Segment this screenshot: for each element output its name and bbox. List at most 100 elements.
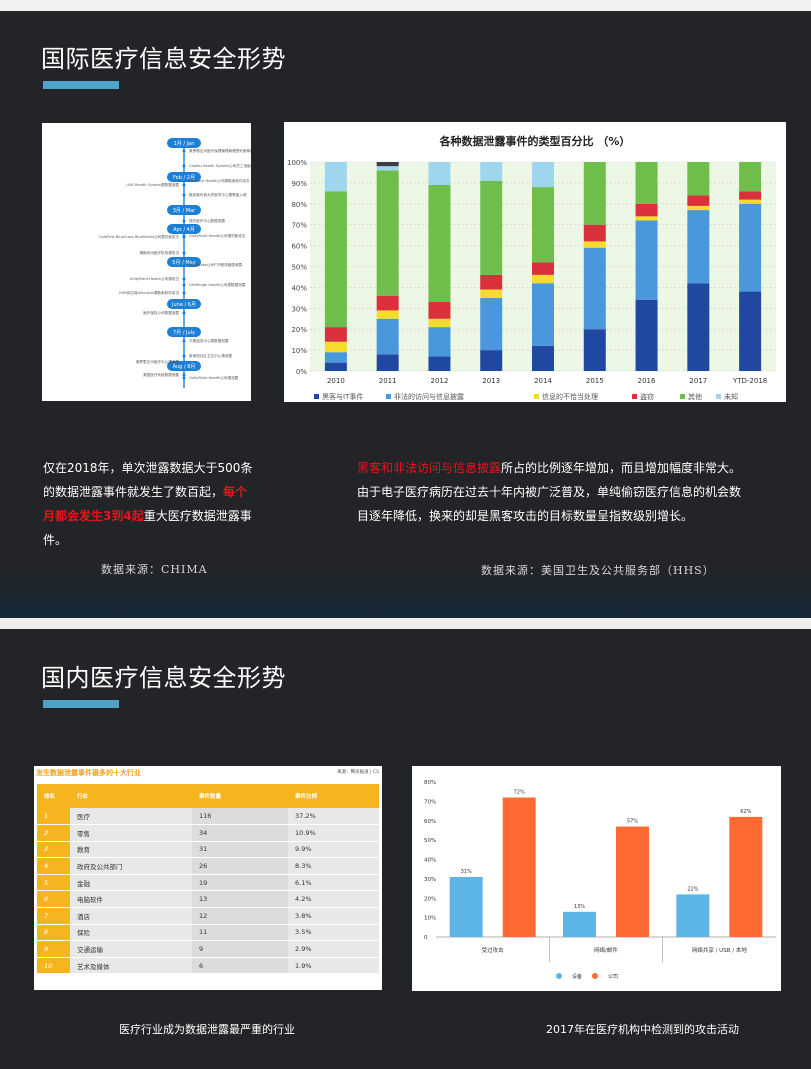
x-tick-label: 2010 xyxy=(327,377,345,385)
bar-segment xyxy=(324,162,347,192)
table-cell: 8 xyxy=(37,924,70,942)
legend-label: 盗窃 xyxy=(640,392,654,401)
timeline-entry: UnityPoint Health公司遭钓鱼攻击 xyxy=(189,233,246,238)
table-cell: 1 xyxy=(37,808,70,826)
legend-swatch xyxy=(632,394,637,399)
data-label: 13% xyxy=(574,904,585,910)
month-pill xyxy=(167,138,201,148)
data-label: 72% xyxy=(514,790,525,796)
table-title: 发生数据泄露事件最多的十大行业 xyxy=(36,769,141,777)
timeline-entry: 俄勒冈州医疗机构遭攻击 xyxy=(139,250,179,255)
month-label: Feb / 2月 xyxy=(173,175,195,181)
industry-table: 排名 行业 事件数量 事件比例 1 医疗 116 37.2% 2 零售 34 10.9% 3 教育 31 9… xyxy=(37,784,379,975)
timeline-entry: 美罗德达州医疗保健管理局遭受钓鱼邮件攻击 xyxy=(189,148,251,153)
left-caption: 医疗行业成为数据泄露最严重的行业 xyxy=(119,1023,295,1036)
y-tick-label: 40% xyxy=(291,284,307,292)
month-label: June / 6月 xyxy=(171,302,196,308)
table-cell: 19 xyxy=(192,874,288,892)
month-pill xyxy=(167,299,201,309)
timeline-dot xyxy=(182,235,186,239)
month-label: Apr / 4月 xyxy=(173,227,195,233)
bar-segment xyxy=(428,184,451,303)
timeline-month-badge: 3月 / Mar xyxy=(167,205,201,215)
breach-type-chart: 各种数据泄露事件的类型百分比 （%） 0% 10% 20% 30% 40% 50% 60% 70… xyxy=(284,122,786,402)
data-label: 57% xyxy=(627,819,638,825)
timeline-entry: UnityPoint Health公司遭攻击 xyxy=(130,276,180,281)
x-tick-label: 网络/邮件 xyxy=(594,946,618,954)
table-cell: 13 xyxy=(192,890,288,909)
table-cell: 12 xyxy=(192,907,288,925)
y-tick-label: 50% xyxy=(291,264,307,272)
legend-label: 黑客与IT事件 xyxy=(322,392,363,401)
bar-segment xyxy=(480,274,503,290)
caption-text: 仅在2018年，单次泄露数据大于500条的数据泄露事件就发生了数百起， xyxy=(43,461,253,499)
right-caption: 黑客和非法访问与信息披露所占的比例逐年增加，而且增加幅度非常大。由于电子医疗病历… xyxy=(357,456,752,528)
table-cell: 9 xyxy=(37,940,70,958)
table-cell: 政府及公共部门 xyxy=(70,857,192,875)
timeline-dot xyxy=(182,251,186,255)
bar-segment xyxy=(324,352,347,363)
x-tick-label: 2011 xyxy=(379,377,397,385)
table-cell: 8.3% xyxy=(288,857,379,875)
top-strip xyxy=(0,0,811,11)
month-pill xyxy=(167,361,201,371)
bar-segment xyxy=(532,187,554,263)
bar-segment xyxy=(532,262,554,275)
y-tick-label: 100% xyxy=(287,159,307,167)
title-underline xyxy=(43,700,119,708)
table-header: 排名 xyxy=(37,784,70,808)
bar-segment xyxy=(583,247,606,330)
bar-segment xyxy=(376,310,399,319)
table-header: 事件数量 xyxy=(192,784,288,808)
timeline-entry: LifeBridge Health公司遭数据泄露 xyxy=(189,282,246,287)
month-pill xyxy=(167,224,201,234)
bar-segment xyxy=(480,180,503,275)
y-tick-label: 80% xyxy=(291,201,307,209)
caption-text: 所占的比例逐年增加，而且增加幅度非常大。由于电子医疗病历在过去十年内被广泛普及，… xyxy=(357,461,742,523)
timeline-entry: 医疗保险公司数据泄露 xyxy=(143,310,179,315)
y-tick-label: 10% xyxy=(291,347,307,355)
table-cell: 金融 xyxy=(70,874,192,892)
timeline-dot xyxy=(182,179,186,183)
legend-swatch xyxy=(680,394,685,399)
bar-segment xyxy=(480,162,503,181)
x-tick-label: 网络共享 / USB / 本地 xyxy=(692,946,747,954)
data-label: 31% xyxy=(461,869,472,875)
timeline-dot xyxy=(182,339,186,343)
timeline-dot xyxy=(182,360,186,364)
timeline-month-badge: 7月 / July xyxy=(167,327,201,337)
table-header: 行业 xyxy=(70,784,192,808)
timeline-entry: Hancock Health公司遭勒索软件攻击 xyxy=(189,178,250,183)
table-row: 2 零售 34 10.9% xyxy=(37,824,379,842)
table-header: 事件比例 xyxy=(288,784,379,808)
y-tick-label: 10% xyxy=(424,916,436,922)
table-cell: 6 xyxy=(192,957,288,975)
bar xyxy=(449,876,483,937)
y-tick-label: 40% xyxy=(424,858,436,864)
timeline-entry: 纽约医疗中心数据泄露 xyxy=(189,218,225,223)
x-tick-label: 2012 xyxy=(431,377,449,385)
table-cell: 保险 xyxy=(70,924,192,942)
table-cell: 116 xyxy=(192,808,288,826)
month-label: 3月 / Mar xyxy=(173,208,196,214)
slide-separator xyxy=(0,618,811,629)
caption-highlight: 每个月都会发生3到4起 xyxy=(43,485,248,523)
timeline-entry: 俄亥俄州首大学医学中心遭黑客入侵 xyxy=(189,192,247,197)
table-cell: 37.2% xyxy=(288,808,379,826)
table-cell: 4.2% xyxy=(288,890,379,909)
x-tick-label: 2017 xyxy=(689,377,707,385)
bar-segment xyxy=(635,216,658,221)
timeline-month-badge: 1月 / Jan xyxy=(167,138,201,148)
legend-swatch xyxy=(556,973,562,979)
timeline-entry: 卡斯迪亚中心遭数据泄露 xyxy=(189,338,229,343)
bar-segment xyxy=(480,289,503,298)
table-row: 5 金融 19 6.1% xyxy=(37,874,379,892)
timeline-dot xyxy=(182,283,186,287)
bar-segment xyxy=(428,356,451,371)
breach-timeline: 1月 / Jan Feb / 2月 3月 / Mar Apr / 4月 5月 / May… xyxy=(42,123,251,401)
table-cell: 34 xyxy=(192,824,288,842)
table-source: 来源：腾讯报道 | CS xyxy=(337,770,379,775)
legend-label: 公司 xyxy=(608,974,618,980)
table-cell: 5 xyxy=(37,874,70,892)
timeline-entry: 新泽西社区卫生中心遭泄露 xyxy=(189,353,233,358)
